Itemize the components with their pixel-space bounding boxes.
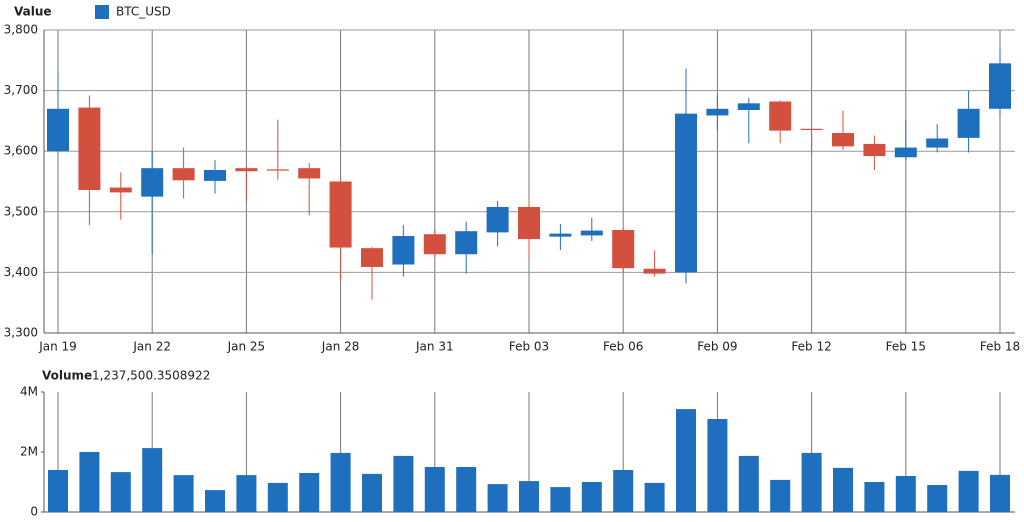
bar — [267, 482, 288, 512]
bar — [801, 452, 822, 512]
bar — [958, 470, 979, 512]
bar — [456, 467, 477, 512]
legend-label: BTC_USD — [116, 5, 171, 19]
bar — [142, 448, 163, 512]
x-tick-label: Jan 28 — [321, 340, 360, 354]
candle-body — [863, 143, 886, 157]
candle-body — [298, 168, 321, 179]
x-tick-label: Feb 15 — [886, 340, 926, 354]
bar — [581, 482, 602, 512]
bar — [487, 484, 508, 512]
bar — [550, 487, 571, 512]
candle-body — [423, 234, 446, 255]
bar — [48, 470, 68, 512]
bar — [644, 482, 665, 512]
x-tick-label: Feb 06 — [603, 340, 643, 354]
candle-body — [78, 107, 101, 190]
candle-body — [580, 230, 603, 236]
x-tick-label: Jan 25 — [227, 340, 266, 354]
candle-body — [361, 248, 383, 267]
y-tick-label: 3,500 — [4, 204, 38, 218]
bar — [205, 490, 225, 512]
bar — [393, 455, 414, 512]
bar — [424, 467, 445, 512]
candle-body — [266, 169, 289, 171]
bar — [895, 476, 916, 512]
candle-body — [737, 103, 760, 110]
bar — [833, 467, 853, 512]
bar — [110, 472, 131, 512]
bar — [613, 470, 634, 512]
bar — [173, 475, 194, 512]
candle-body — [235, 168, 258, 172]
bar — [927, 485, 948, 512]
bar — [707, 419, 728, 512]
candle-body — [675, 113, 697, 273]
candle-body — [894, 147, 917, 158]
legend-swatch — [95, 5, 109, 19]
candle-body — [172, 168, 195, 181]
x-tick-label: Jan 22 — [132, 340, 171, 354]
candle-body — [47, 108, 69, 152]
bar — [738, 455, 759, 512]
bar — [236, 475, 257, 512]
candle-body — [832, 133, 854, 147]
bar — [519, 481, 539, 512]
y-tick-label: 0 — [30, 505, 38, 519]
x-tick-label: Feb 12 — [791, 340, 831, 354]
bar — [990, 474, 1010, 512]
bar — [299, 473, 320, 512]
candle-body — [486, 206, 509, 233]
candle-body — [141, 168, 164, 197]
candle-body — [455, 231, 478, 255]
candle-body — [926, 138, 949, 148]
x-tick-label: Jan 19 — [38, 340, 77, 354]
x-tick-label: Feb 03 — [509, 340, 549, 354]
y-tick-label: 3,600 — [4, 144, 38, 158]
candle-body — [769, 101, 792, 131]
y-tick-label: 4M — [20, 385, 38, 399]
candle-body — [518, 206, 540, 240]
x-tick-label: Jan 31 — [415, 340, 454, 354]
candle-body — [989, 63, 1011, 109]
candle-body — [392, 236, 415, 265]
y-tick-label: 3,800 — [4, 23, 38, 37]
readout: 1,237,500.3508922 — [92, 369, 210, 383]
candle-body — [643, 268, 666, 274]
candle-body — [957, 108, 980, 138]
candle-body — [204, 169, 226, 181]
x-tick-label: Feb 09 — [697, 340, 737, 354]
candle-body — [706, 108, 729, 116]
x-tick-label: Feb 18 — [980, 340, 1020, 354]
y-tick-label: 3,300 — [4, 326, 38, 340]
bar — [676, 409, 696, 512]
bar — [330, 452, 351, 512]
y-tick-label: 2M — [20, 445, 38, 459]
bar — [770, 479, 791, 512]
candle-body — [329, 181, 352, 248]
chart-title: Volume — [42, 369, 92, 383]
chart-title: Value — [14, 5, 52, 19]
candle-body — [612, 229, 635, 269]
bar — [362, 473, 382, 512]
bar — [79, 452, 100, 512]
y-tick-label: 3,400 — [4, 265, 38, 279]
candle-body — [800, 128, 823, 130]
y-tick-label: 3,700 — [4, 83, 38, 97]
candle-body — [109, 187, 132, 193]
candle-body — [549, 233, 572, 237]
bar — [864, 482, 885, 512]
